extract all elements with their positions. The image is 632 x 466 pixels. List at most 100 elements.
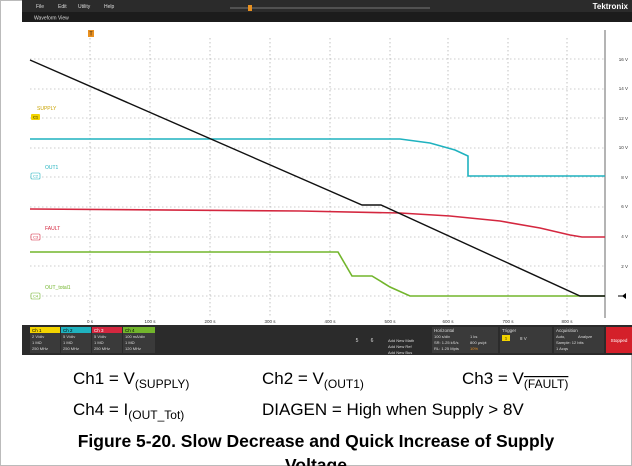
stopped-text: Stopped <box>611 338 628 343</box>
caption-item: Ch3 = V(FAULT) <box>462 369 568 391</box>
horizontal-box[interactable] <box>432 327 498 353</box>
trace-out1 <box>30 138 605 177</box>
x-label: 800 s <box>561 319 573 324</box>
channel-tag <box>30 233 41 241</box>
ch-line: 1 MΩ <box>94 340 104 345</box>
channel-tag <box>30 172 41 180</box>
trigger-tag <box>502 335 510 341</box>
ch-title: Ch 3 <box>94 328 104 333</box>
ch-box-header <box>92 327 122 333</box>
y-label: 12 V <box>619 116 628 121</box>
menu-item[interactable]: Help <box>104 4 115 10</box>
channel-label: FAULT <box>45 226 60 232</box>
ch-box-header <box>30 327 60 333</box>
x-label: 300 s <box>264 319 276 324</box>
ch-line: 250 MHz <box>32 346 48 351</box>
stopped-button[interactable] <box>606 327 632 353</box>
x-label: 600 s <box>442 319 454 324</box>
ch-line: 250 MHz <box>94 346 110 351</box>
ch-line: 5 V/div <box>94 334 106 339</box>
box-title: Trigger <box>502 328 517 333</box>
box-line: SR: 1.25 kS/s <box>434 340 458 345</box>
figure-title: Figure 5-20. Slow Decrease and Quick Inc… <box>78 431 555 451</box>
box-title: Horizontal <box>434 328 454 333</box>
y-label: 4 V <box>621 234 628 239</box>
y-label: 14 V <box>619 86 628 91</box>
caption-item: Ch2 = V(OUT1) <box>262 369 364 391</box>
x-label: 400 s <box>324 319 336 324</box>
ch-line: 2 V/div <box>32 334 44 339</box>
ch-box-header <box>123 327 155 333</box>
channel-label: SUPPLY <box>37 106 57 112</box>
add-buttons: Add New Math Add New Ref Add New Bus <box>388 338 414 355</box>
channel-tag <box>30 292 41 300</box>
brand: Tektronix <box>593 2 629 11</box>
trace-supply <box>29 59 605 297</box>
trigger-tag-text: 1 <box>505 336 508 341</box>
channel-label: OUT1 <box>45 165 59 171</box>
x-label: 200 s <box>204 319 216 324</box>
channel-tag-text: C1 <box>33 115 39 120</box>
caption: Ch1 = V(SUPPLY) Ch2 = V(OUT1) Ch3 = V(FA… <box>73 369 568 466</box>
trigger-level: 8 V <box>520 336 527 341</box>
x-label: 500 s <box>384 319 396 324</box>
acquisition-box[interactable] <box>554 327 604 353</box>
ch-line: 5 V/div <box>63 334 75 339</box>
y-labels: 16 V 14 V 12 V 10 V 8 V 6 V 4 V 2 V <box>619 57 628 269</box>
box-title: Acquisition <box>556 328 578 333</box>
button[interactable]: 6 <box>371 338 374 344</box>
box-line: Sample: 12 bits <box>556 340 584 345</box>
menu-item[interactable]: File <box>36 4 44 10</box>
trace-fault <box>29 208 605 238</box>
y-label: 10 V <box>619 145 628 150</box>
x-label: 700 s <box>502 319 514 324</box>
menu-item[interactable]: Edit <box>58 4 67 10</box>
channel-tag-text: C3 <box>33 235 39 240</box>
add-button[interactable]: Add New Ref <box>388 344 412 349</box>
trigger-marker <box>88 30 94 37</box>
box-line: 1 Acqs <box>556 346 568 351</box>
ch-line: 1 MΩ <box>63 340 73 345</box>
ch-line: 250 MHz <box>63 346 79 351</box>
view-bar <box>22 12 632 22</box>
box-line: 100 s/div <box>434 334 450 339</box>
add-button[interactable]: Add New Math <box>388 338 414 343</box>
ch-line: 1 MΩ <box>125 340 135 345</box>
menu-item[interactable]: Utility <box>78 4 91 10</box>
ch-line: 1 MΩ <box>32 340 42 345</box>
y-label: 16 V <box>619 57 628 62</box>
ch-title: Ch 4 <box>125 328 135 333</box>
ch-box-header <box>61 327 91 333</box>
box-line: 800 μs/pt <box>470 340 487 345</box>
x-label: 100 s <box>144 319 156 324</box>
box-line: Analyze <box>578 334 593 339</box>
figure-title: Voltage <box>285 455 347 466</box>
x-label: 0 s <box>87 319 94 324</box>
channel-label: OUT_total1 <box>45 285 71 291</box>
add-button[interactable]: Add New Bus <box>388 350 412 355</box>
trigger-marker-text: T <box>89 32 92 38</box>
y-label: 6 V <box>621 204 628 209</box>
caption-item: Ch4 = I(OUT_Tot) <box>73 400 184 422</box>
view-title: Waveform View <box>34 16 69 22</box>
channel-tag-text: C2 <box>33 174 39 179</box>
box-line: 10% <box>470 346 478 351</box>
waveform-area <box>22 22 632 325</box>
y-label: 8 V <box>621 175 628 180</box>
menu-bar <box>22 0 632 12</box>
trace-out-total <box>30 251 605 297</box>
ch-line: 120 MHz <box>125 346 141 351</box>
timeline-marker <box>248 5 252 11</box>
box-line: RL: 1.25 Mpts <box>434 346 459 351</box>
button[interactable]: 5 <box>356 338 359 344</box>
ch-title: Ch 1 <box>32 328 42 333</box>
channel-tag-text: C4 <box>33 294 39 299</box>
x-labels: 0 s 100 s 200 s 300 s 400 s 500 s 600 s … <box>87 319 573 324</box>
box-line: Auto, <box>556 334 565 339</box>
ch-line: 100 mA/div <box>125 334 145 339</box>
channel-tag <box>31 114 40 120</box>
box-line: 1 ks <box>470 334 477 339</box>
y-label: 2 V <box>621 264 628 269</box>
